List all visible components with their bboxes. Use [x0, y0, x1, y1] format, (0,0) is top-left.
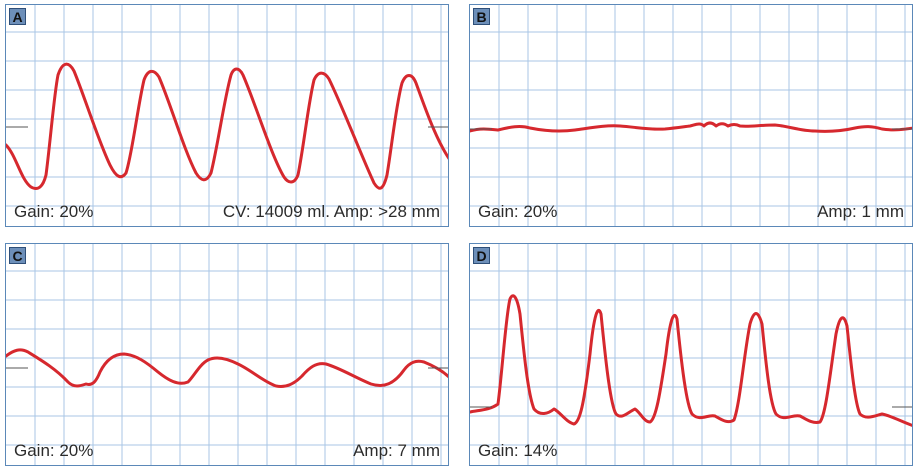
- waveform-trace-b: [470, 121, 912, 133]
- info-label-c: Amp: 7 mm: [353, 441, 440, 460]
- panel-label-c: C: [9, 247, 26, 264]
- grid-panel-b: [470, 5, 912, 226]
- info-label-a: CV: 14009 ml. Amp: >28 mm: [222, 202, 440, 221]
- panel-label-d: D: [473, 247, 490, 264]
- gain-label-d: Gain: 14%: [478, 441, 558, 460]
- waveform-panel-a: [6, 62, 448, 190]
- panel-a: A Gain: 20% CV: 14009 ml. Amp: >28 mm: [5, 4, 449, 227]
- waveform-panel-b: [470, 121, 912, 133]
- gain-label-c: Gain: 20%: [14, 441, 94, 460]
- waveform-panel-d: [470, 294, 912, 427]
- waveform-trace-a: [6, 62, 448, 190]
- grid-panel-c: [6, 244, 448, 465]
- info-label-b: Amp: 1 mm: [817, 202, 904, 221]
- gain-label-b: Gain: 20%: [478, 202, 558, 221]
- waveform-trace-c: [6, 348, 448, 388]
- waveform-panel-c: [6, 348, 448, 388]
- panel-label-a: A: [9, 8, 26, 25]
- panel-c: C Gain: 20% Amp: 7 mm: [5, 243, 449, 466]
- gain-label-a: Gain: 20%: [14, 202, 94, 221]
- waveform-trace-d: [470, 294, 912, 427]
- panel-d: D Gain: 14%: [469, 243, 913, 466]
- panel-label-b: B: [473, 8, 490, 25]
- grid-panel-d: [470, 244, 912, 465]
- panel-b: B Gain: 20% Amp: 1 mm: [469, 4, 913, 227]
